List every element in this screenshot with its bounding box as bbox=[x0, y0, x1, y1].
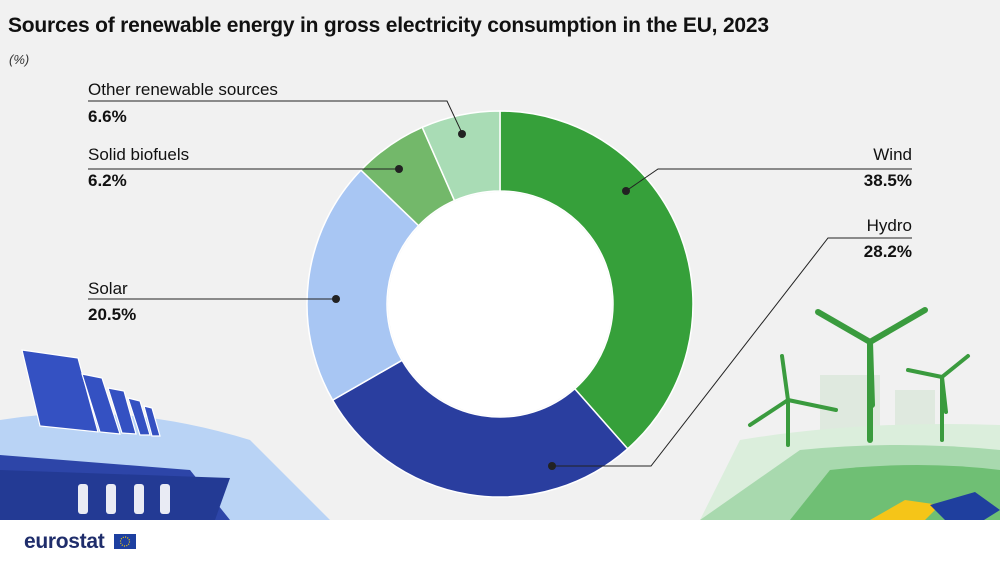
marker-dot-wind bbox=[622, 187, 630, 195]
slice-label-solid-biofuels: Solid biofuels bbox=[88, 145, 190, 164]
leader-line-hydro bbox=[552, 237, 912, 467]
leader-line-other bbox=[88, 100, 463, 134]
marker-dot-other bbox=[458, 130, 466, 138]
slice-value-other: 6.6% bbox=[88, 107, 127, 126]
leader-lines bbox=[88, 100, 912, 467]
chart-title: Sources of renewable energy in gross ele… bbox=[8, 14, 769, 37]
slice-value-solid-biofuels: 6.2% bbox=[88, 171, 127, 190]
donut-hole bbox=[388, 192, 612, 416]
slice-value-solar: 20.5% bbox=[88, 305, 137, 324]
unit-label: (%) bbox=[9, 52, 30, 67]
solar-landscape-illustration bbox=[0, 349, 330, 520]
slice-value-hydro: 28.2% bbox=[863, 242, 912, 261]
leader-line-wind bbox=[625, 168, 912, 192]
eurostat-logo: eurostat bbox=[24, 530, 105, 553]
slice-label-hydro: Hydro bbox=[866, 216, 912, 235]
eu-flag-icon bbox=[114, 534, 136, 549]
slice-label-other: Other renewable sources bbox=[88, 80, 278, 99]
slice-label-solar: Solar bbox=[88, 279, 128, 298]
slice-value-wind: 38.5% bbox=[863, 171, 912, 190]
footer-bar bbox=[0, 520, 1000, 563]
marker-dot-solar bbox=[332, 295, 340, 303]
wind-landscape-illustration bbox=[700, 307, 1000, 545]
marker-dot-solid-biofuels bbox=[395, 165, 403, 173]
slice-label-wind: Wind bbox=[873, 145, 912, 164]
slice-other bbox=[421, 110, 501, 202]
slice-wind bbox=[499, 110, 694, 450]
marker-dot-hydro bbox=[548, 462, 556, 470]
slice-solar bbox=[306, 169, 420, 402]
